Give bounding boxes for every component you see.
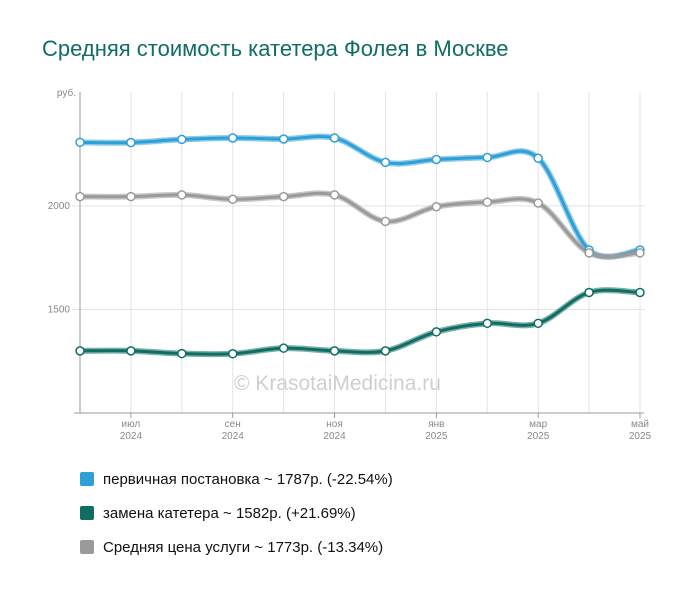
data-point: [584, 287, 594, 298]
x-tick-label: янв: [428, 419, 444, 430]
data-point: [380, 157, 391, 168]
legend-swatch: [80, 506, 94, 520]
x-tick-year-label: 2025: [425, 431, 448, 442]
x-tick-year-label: 2025: [527, 431, 550, 442]
data-point: [533, 198, 543, 208]
legend-swatch: [80, 540, 94, 554]
chart-title: Средняя стоимость катетера Фолея в Москв…: [42, 36, 509, 61]
legend: первичная постановка ~ 1787р. (-22.54%) …: [80, 462, 393, 564]
data-point: [227, 133, 238, 143]
x-tick-label: сен: [225, 419, 241, 430]
x-tick-year-label: 2024: [120, 431, 143, 442]
data-point: [278, 191, 289, 202]
data-point: [533, 153, 543, 164]
legend-item-primary[interactable]: первичная постановка ~ 1787р. (-22.54%): [80, 462, 393, 496]
data-point: [75, 137, 85, 148]
series-line-shadow: [77, 190, 643, 260]
data-point: [431, 201, 442, 212]
legend-item-replacement[interactable]: замена катетера ~ 1582р. (+21.69%): [80, 496, 393, 530]
data-point: [126, 346, 136, 356]
x-tick-label: май: [631, 419, 649, 430]
data-point: [482, 197, 493, 207]
data-point: [75, 346, 85, 356]
data-point: [329, 133, 340, 143]
data-point: [75, 191, 85, 202]
data-point: [177, 190, 187, 200]
watermark: © KrasotaiMedicina.ru: [234, 372, 441, 395]
data-point: [126, 191, 136, 202]
data-point: [227, 194, 238, 205]
axes: руб.20001500июл2024сен2024ноя2024янв2025…: [48, 87, 652, 442]
x-tick-label: июл: [122, 419, 141, 430]
x-tick-year-label: 2025: [629, 431, 652, 442]
data-point: [635, 248, 645, 258]
y-tick-label: 1500: [48, 304, 71, 315]
data-point: [329, 190, 340, 200]
y-unit-label: руб.: [57, 87, 76, 99]
legend-label: Средняя цена услуги ~ 1773р. (-13.34%): [103, 538, 384, 556]
legend-swatch: [80, 472, 94, 486]
y-tick-label: 2000: [48, 201, 71, 212]
data-point: [431, 327, 442, 337]
data-point: [431, 154, 442, 165]
series-lines: [77, 133, 643, 358]
data-point: [482, 318, 493, 329]
x-tick-label: мар: [529, 419, 547, 430]
data-point: [278, 343, 289, 353]
data-point: [635, 287, 645, 298]
data-point: [227, 349, 238, 359]
series-line-3: [78, 191, 642, 259]
data-point: [533, 318, 543, 329]
data-point: [177, 348, 187, 359]
data-point: [278, 134, 289, 144]
data-point: [380, 216, 391, 227]
x-tick-year-label: 2024: [323, 431, 346, 442]
series-points: [75, 133, 645, 359]
data-point: [380, 346, 391, 356]
data-point: [329, 346, 340, 356]
series-line-2: [78, 288, 642, 356]
x-tick-label: ноя: [326, 419, 343, 430]
legend-label: первичная постановка ~ 1787р. (-22.54%): [103, 470, 393, 488]
data-point: [482, 152, 493, 163]
data-point: [126, 137, 136, 148]
legend-label: замена катетера ~ 1582р. (+21.69%): [103, 504, 356, 522]
legend-item-average[interactable]: Средняя цена услуги ~ 1773р. (-13.34%): [80, 530, 393, 564]
data-point: [584, 248, 594, 258]
series-line-shadow: [77, 287, 643, 358]
data-point: [177, 134, 187, 145]
x-tick-year-label: 2024: [222, 431, 245, 442]
